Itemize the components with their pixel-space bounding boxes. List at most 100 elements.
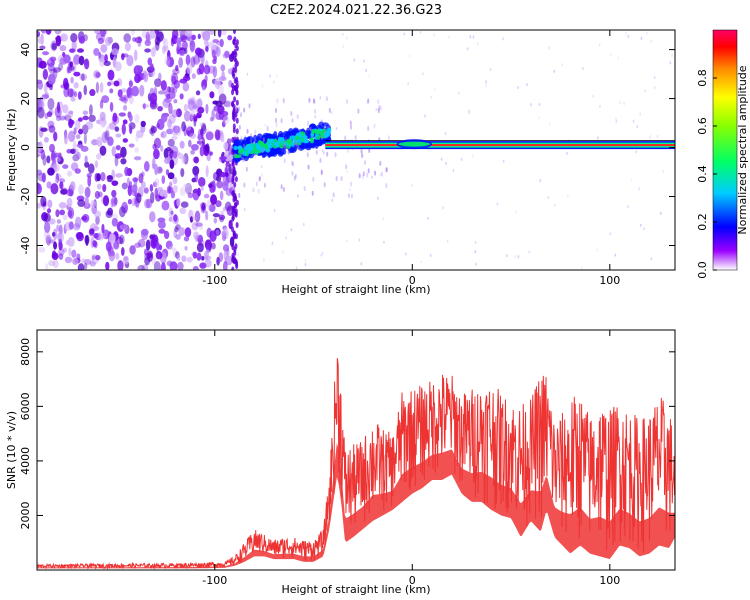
heatmap-cell (119, 96, 127, 102)
heatmap-cell (191, 216, 198, 221)
heatmap-cell (229, 236, 235, 248)
heatmap-cell (615, 117, 617, 121)
heatmap-cell (292, 161, 295, 167)
heatmap-cell (96, 119, 102, 125)
heatmap-cell (66, 66, 70, 74)
heatmap-cell (99, 145, 107, 156)
heatmap-cell (134, 147, 139, 153)
heatmap-cell (209, 230, 217, 242)
heatmap-cell (231, 89, 235, 96)
heatmap-cell (422, 72, 424, 76)
heatmap-cell (209, 151, 213, 156)
heatmap-cell (636, 125, 639, 129)
heatmap-cell (231, 171, 235, 178)
heatmap-cell (133, 49, 138, 62)
heatmap-cell (118, 112, 126, 117)
heatmap-cell (347, 193, 350, 199)
heatmap-cell (197, 106, 205, 114)
heatmap-cell (81, 124, 89, 135)
heatmap-cell (203, 64, 211, 75)
heatmap-cell (238, 82, 241, 86)
heatmap-cell (623, 102, 625, 106)
heatmap-cell (208, 41, 215, 48)
heatmap-cell (208, 203, 216, 213)
heatmap-cell (84, 155, 88, 164)
heatmap-cell (398, 141, 431, 147)
heatmap-cell (37, 31, 41, 38)
heatmap-cell (166, 93, 171, 100)
heatmap-cell (609, 232, 612, 236)
heatmap-cell (289, 135, 296, 141)
heatmap-cell (101, 131, 108, 144)
heatmap-cell (255, 144, 261, 150)
heatmap-cell (40, 96, 45, 103)
heatmap-cell (41, 172, 46, 183)
heatmap-cell (617, 56, 620, 60)
heatmap-cell (107, 81, 112, 87)
heatmap-cell (274, 117, 277, 123)
heatmap-cell (201, 202, 206, 212)
heatmap-cell (266, 126, 269, 132)
heatmap-cell (68, 221, 74, 230)
heatmap-cell (155, 31, 164, 42)
heatmap-cell (121, 123, 126, 135)
heatmap-cell (154, 163, 159, 176)
heatmap-cell (192, 189, 199, 194)
y-tick-label: 2000 (19, 501, 32, 529)
heatmap-cell (214, 77, 221, 90)
heatmap-cell (47, 65, 56, 72)
heatmap-cell (291, 118, 294, 124)
heatmap-cell (183, 236, 190, 242)
heatmap-cell (208, 183, 213, 189)
heatmap-cell (321, 149, 324, 153)
heatmap-cell (143, 187, 149, 194)
heatmap-cell (124, 42, 132, 52)
heatmap-cell (160, 80, 167, 91)
heatmap-cell (37, 202, 41, 209)
heatmap-cell (69, 181, 76, 192)
heatmap-cell (168, 102, 173, 115)
heatmap-cell (197, 33, 201, 40)
heatmap-cell (47, 167, 55, 176)
heatmap-cell (275, 74, 278, 78)
heatmap-cell (114, 61, 122, 72)
heatmap-cell (134, 113, 140, 124)
heatmap-cell (407, 81, 409, 86)
heatmap-cell (48, 125, 56, 133)
heatmap-cell (87, 175, 92, 187)
heatmap-cell (324, 129, 327, 135)
heatmap-cell (186, 256, 193, 263)
heatmap-cell (405, 252, 407, 256)
heatmap-cell (77, 91, 82, 100)
heatmap-cell (160, 145, 164, 152)
heatmap-cell (83, 258, 92, 265)
heatmap-cell (117, 89, 123, 98)
heatmap-cell (172, 176, 178, 185)
snr-y-label: SNR (10 * v/v) (5, 411, 18, 489)
heatmap-cell (115, 252, 120, 260)
heatmap-cell (226, 255, 232, 264)
heatmap-cell (170, 38, 175, 47)
heatmap-cell (255, 181, 258, 187)
heatmap-cell (223, 250, 229, 261)
heatmap-cell (547, 195, 550, 200)
heatmap-cell (233, 195, 237, 202)
heatmap-cell (360, 148, 363, 154)
heatmap-cell (233, 145, 238, 151)
heatmap-cell (218, 76, 227, 82)
heatmap-cell (59, 209, 65, 216)
heatmap-cell (598, 43, 601, 47)
heatmap-cell (113, 197, 118, 205)
heatmap-cell (210, 242, 216, 250)
heatmap-cell (70, 32, 78, 43)
heatmap-cell (204, 259, 212, 268)
heatmap-cell (134, 73, 141, 84)
heatmap-cell (46, 111, 53, 118)
heatmap-cell (331, 198, 334, 202)
heatmap-cell (627, 205, 629, 209)
heatmap-cell (248, 153, 254, 159)
heatmap-cell (382, 217, 385, 221)
heatmap-cell (52, 150, 58, 160)
heatmap-cell (135, 134, 139, 142)
heatmap-cell (211, 109, 215, 121)
